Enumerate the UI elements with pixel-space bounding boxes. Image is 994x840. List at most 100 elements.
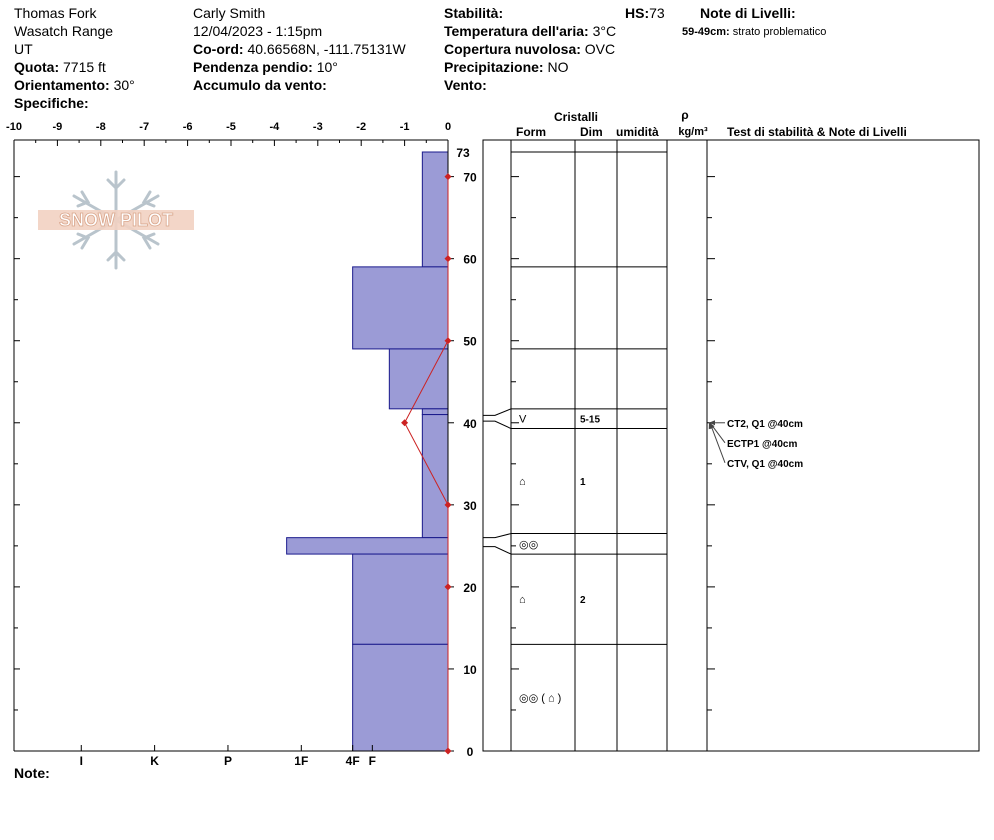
height-label-70: 70 [463,171,477,185]
height-label-30: 30 [463,499,477,513]
height-label-50: 50 [463,335,477,349]
layer-notes-title-text: Note di Livelli: [700,5,796,21]
observer: Carly Smith [193,5,266,21]
temperature-point-0 [444,747,452,755]
temperature-point-3 [401,419,409,427]
temp-tick-label-2: -8 [96,121,106,133]
cloud-cover: Copertura nuvolosa: OVC [444,40,615,58]
elevation-label: Quota: [14,59,60,75]
height-label-0: 0 [467,745,474,759]
precip-label: Precipitazione: [444,59,544,75]
col-density-symbol: ρ [681,108,688,122]
hardness-layer-5 [286,537,449,555]
wind: Vento: [444,76,487,94]
height-label-10: 10 [463,663,477,677]
stability-test-2: CTV, Q1 @40cm [727,459,803,470]
hardness-label-0: I [80,754,83,768]
layer-form-3: V [519,414,527,426]
elevation-value: 7715 ft [63,59,106,75]
layer-connector-2 [483,533,512,539]
layer-connector-1 [483,420,512,429]
hardness-label-3: 1F [294,754,308,768]
col-crystals: Cristalli [554,110,598,124]
layer-form-6: ⌂ [519,594,526,606]
hardness-layers [286,151,449,752]
logo-text: SNOW PILOT [59,210,173,230]
aspect: Orientamento: 30° [14,76,135,94]
hs-value: 73 [649,5,665,21]
notes-label: Note: [14,765,50,781]
specifics-label: Specifiche: [14,95,89,111]
stability-label: Stabilità: [444,5,504,21]
layer-connector-3 [483,546,512,555]
height-label-top: 73 [456,146,470,160]
precipitation: Precipitazione: NO [444,58,568,76]
temp-tick-label-10: 0 [445,121,451,133]
col-moisture: umidità [616,125,659,139]
wind-loading: Accumulo da vento: [193,76,327,94]
hardness-label-1: K [150,754,159,768]
temp-tick-label-5: -5 [226,121,236,133]
temperature-point-5 [444,255,452,263]
snowpilot-logo: SNOW PILOT [38,170,194,270]
temp-tick-label-3: -7 [139,121,149,133]
aspect-value: 30° [113,77,135,93]
location: Thomas Fork [14,5,97,21]
temp-tick-label-6: -4 [270,121,281,133]
temperature-point-1 [444,583,452,591]
hardness-layer-0 [421,151,449,268]
air-temp-value: 3°C [592,23,617,39]
stability-arrowhead-2 [708,422,714,430]
wind-label: Vento: [444,77,487,93]
temperature-point-4 [444,337,452,345]
stability-test-1: ECTP1 @40cm [727,439,797,450]
precip-value: NO [547,59,569,75]
height-label-40: 40 [463,417,477,431]
slope-label: Pendenza pendio: [193,59,313,75]
temp-tick-label-8: -2 [356,121,366,133]
hardness-layer-3 [421,408,449,416]
datetime: 12/04/2023 - 1:15pm [193,23,323,39]
air-temp-label: Temperatura dell'aria: [444,23,589,39]
hardness-label-5: F [369,754,376,768]
col-density-unit: kg/m³ [678,126,708,138]
temperature-profile [401,173,452,755]
layer-connector-0 [483,408,512,416]
temperature-point-6 [444,173,452,181]
layer-form-4: ⌂ [519,476,526,488]
temp-tick-label-9: -1 [400,121,410,133]
col-stability-notes: Test di stabilità & Note di Livelli [727,125,907,139]
cloud-label: Copertura nuvolosa: [444,41,581,57]
aspect-label: Orientamento: [14,77,110,93]
hardness-label-2: P [224,754,232,768]
temp-tick-label-7: -3 [313,121,323,133]
col-form: Form [516,125,546,139]
temperature-point-2 [444,501,452,509]
range: Wasatch Range [14,23,114,39]
layer-notes-title: Note di Livelli: [700,4,796,22]
hardness-layer-1 [352,266,449,350]
slope-value: 10° [316,59,338,75]
layer-size-6: 2 [580,595,586,606]
stability: Stabilità: [444,4,503,22]
height-label-60: 60 [463,253,477,267]
height-label-20: 20 [463,581,477,595]
slope: Pendenza pendio: 10° [193,58,338,76]
layer-form-7: ◎◎ ( ⌂ ) [519,693,561,705]
temp-tick-label-0: -10 [6,121,22,133]
layer-table: V 5-15 ⌂ 1 ◎◎ ⌂ 2 ◎◎ ( ⌂ ) CT2, Q1 @40cm ECTP1 @4… [482,139,980,752]
layer-note: 59-49cm: strato problematico [682,23,826,41]
temp-tick-label-1: -9 [53,121,63,133]
coords: Co-ord: 40.66568N, -111.75131W [193,40,406,58]
col-size: Dim [580,125,603,139]
elevation: Quota: 7715 ft [14,58,106,76]
layer-note-range: 59-49cm: [682,26,730,38]
coords-value: 40.66568N, -111.75131W [247,41,406,57]
air-temp: Temperatura dell'aria: 3°C [444,22,616,40]
hardness-label-4: 4F [346,754,360,768]
hardness-layer-6 [352,553,449,645]
layer-size-3: 5-15 [580,415,600,426]
state: UT [14,41,33,57]
temp-tick-label-4: -6 [183,121,193,133]
